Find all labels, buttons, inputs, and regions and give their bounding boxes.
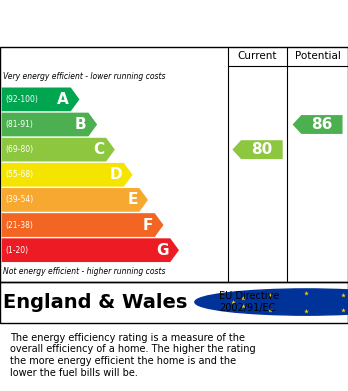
Text: Potential: Potential <box>295 51 340 61</box>
Polygon shape <box>2 213 164 237</box>
Text: (69-80): (69-80) <box>5 145 33 154</box>
Text: (55-68): (55-68) <box>5 170 33 179</box>
Text: (1-20): (1-20) <box>5 246 28 255</box>
Text: Current: Current <box>238 51 277 61</box>
Text: England & Wales: England & Wales <box>3 292 188 312</box>
Text: 80: 80 <box>251 142 272 157</box>
Text: Very energy efficient - lower running costs: Very energy efficient - lower running co… <box>3 72 166 81</box>
Polygon shape <box>2 138 115 161</box>
Text: (39-54): (39-54) <box>5 196 33 204</box>
Text: (81-91): (81-91) <box>5 120 33 129</box>
Text: 86: 86 <box>311 117 333 132</box>
Text: EU Directive
2002/91/EC: EU Directive 2002/91/EC <box>219 291 279 313</box>
Polygon shape <box>2 88 79 111</box>
Polygon shape <box>2 163 133 187</box>
Text: Not energy efficient - higher running costs: Not energy efficient - higher running co… <box>3 267 166 276</box>
Polygon shape <box>232 140 283 159</box>
Polygon shape <box>2 239 179 262</box>
Text: (21-38): (21-38) <box>5 221 33 230</box>
Text: The energy efficiency rating is a measure of the
overall efficiency of a home. T: The energy efficiency rating is a measur… <box>10 333 256 378</box>
Text: B: B <box>75 117 87 132</box>
Text: Energy Efficiency Rating: Energy Efficiency Rating <box>50 14 298 32</box>
Text: G: G <box>156 243 168 258</box>
Text: D: D <box>110 167 122 182</box>
Text: F: F <box>143 217 153 233</box>
Text: A: A <box>57 92 69 107</box>
Polygon shape <box>2 188 148 212</box>
Text: C: C <box>93 142 104 157</box>
Text: (92-100): (92-100) <box>5 95 38 104</box>
Polygon shape <box>2 113 97 136</box>
Polygon shape <box>293 115 342 134</box>
Text: E: E <box>127 192 137 207</box>
Circle shape <box>195 289 348 315</box>
